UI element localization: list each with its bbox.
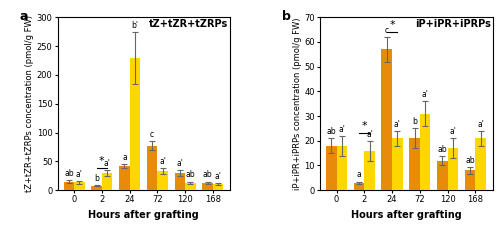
Text: a': a'	[159, 157, 166, 166]
Text: a': a'	[477, 120, 484, 129]
X-axis label: Hours after grafting: Hours after grafting	[88, 210, 199, 220]
Bar	[354, 183, 364, 190]
X-axis label: Hours after grafting: Hours after grafting	[351, 210, 462, 220]
Text: a: a	[356, 170, 362, 180]
Bar	[158, 171, 168, 190]
Text: tZ+tZR+tZRPs: tZ+tZR+tZRPs	[149, 19, 228, 29]
Text: a: a	[20, 10, 28, 23]
Text: c: c	[150, 130, 154, 139]
Text: ab: ab	[64, 169, 74, 178]
Text: b: b	[94, 174, 99, 183]
Bar	[130, 58, 140, 190]
Bar	[185, 183, 196, 190]
Text: a': a'	[422, 90, 428, 99]
Bar	[336, 146, 347, 190]
Bar	[102, 173, 113, 190]
Bar	[147, 146, 158, 190]
Text: b: b	[412, 117, 417, 126]
Bar	[364, 151, 375, 190]
Text: a': a'	[104, 159, 110, 168]
Text: ab: ab	[438, 144, 447, 154]
Text: ab: ab	[326, 127, 336, 136]
Bar	[92, 185, 102, 190]
Bar	[382, 49, 392, 190]
Text: b: b	[282, 10, 291, 23]
Bar	[448, 148, 458, 190]
Text: a': a'	[76, 170, 83, 179]
Text: ab: ab	[203, 170, 212, 180]
Bar	[174, 173, 185, 190]
Text: a': a'	[338, 125, 345, 134]
Text: c: c	[384, 26, 389, 35]
Bar	[392, 138, 402, 190]
Text: a: a	[122, 153, 127, 162]
Text: ab: ab	[186, 170, 195, 180]
Text: a': a'	[366, 130, 373, 139]
Bar	[213, 184, 224, 190]
Text: *: *	[99, 156, 104, 166]
Text: a': a'	[394, 120, 400, 129]
Text: a': a'	[450, 127, 456, 136]
Bar	[464, 170, 475, 190]
Y-axis label: iP+iPR+iPRPs concentration (pmol/g FW): iP+iPR+iPRPs concentration (pmol/g FW)	[292, 18, 302, 190]
Bar	[74, 182, 85, 190]
Text: a': a'	[214, 172, 222, 181]
Text: iP+iPR+iPRPs: iP+iPR+iPRPs	[415, 19, 491, 29]
Bar	[119, 166, 130, 190]
Text: a': a'	[176, 159, 184, 168]
Bar	[326, 146, 336, 190]
Bar	[420, 114, 430, 190]
Text: ab: ab	[465, 156, 475, 165]
Y-axis label: tZ+tZR+tZRPs concentration (pmol/g FW): tZ+tZR+tZRPs concentration (pmol/g FW)	[25, 15, 34, 192]
Bar	[64, 182, 74, 190]
Text: *: *	[389, 20, 395, 30]
Text: *: *	[362, 121, 367, 131]
Bar	[202, 183, 213, 190]
Bar	[476, 138, 486, 190]
Text: b': b'	[132, 21, 138, 30]
Bar	[437, 161, 448, 190]
Bar	[409, 138, 420, 190]
